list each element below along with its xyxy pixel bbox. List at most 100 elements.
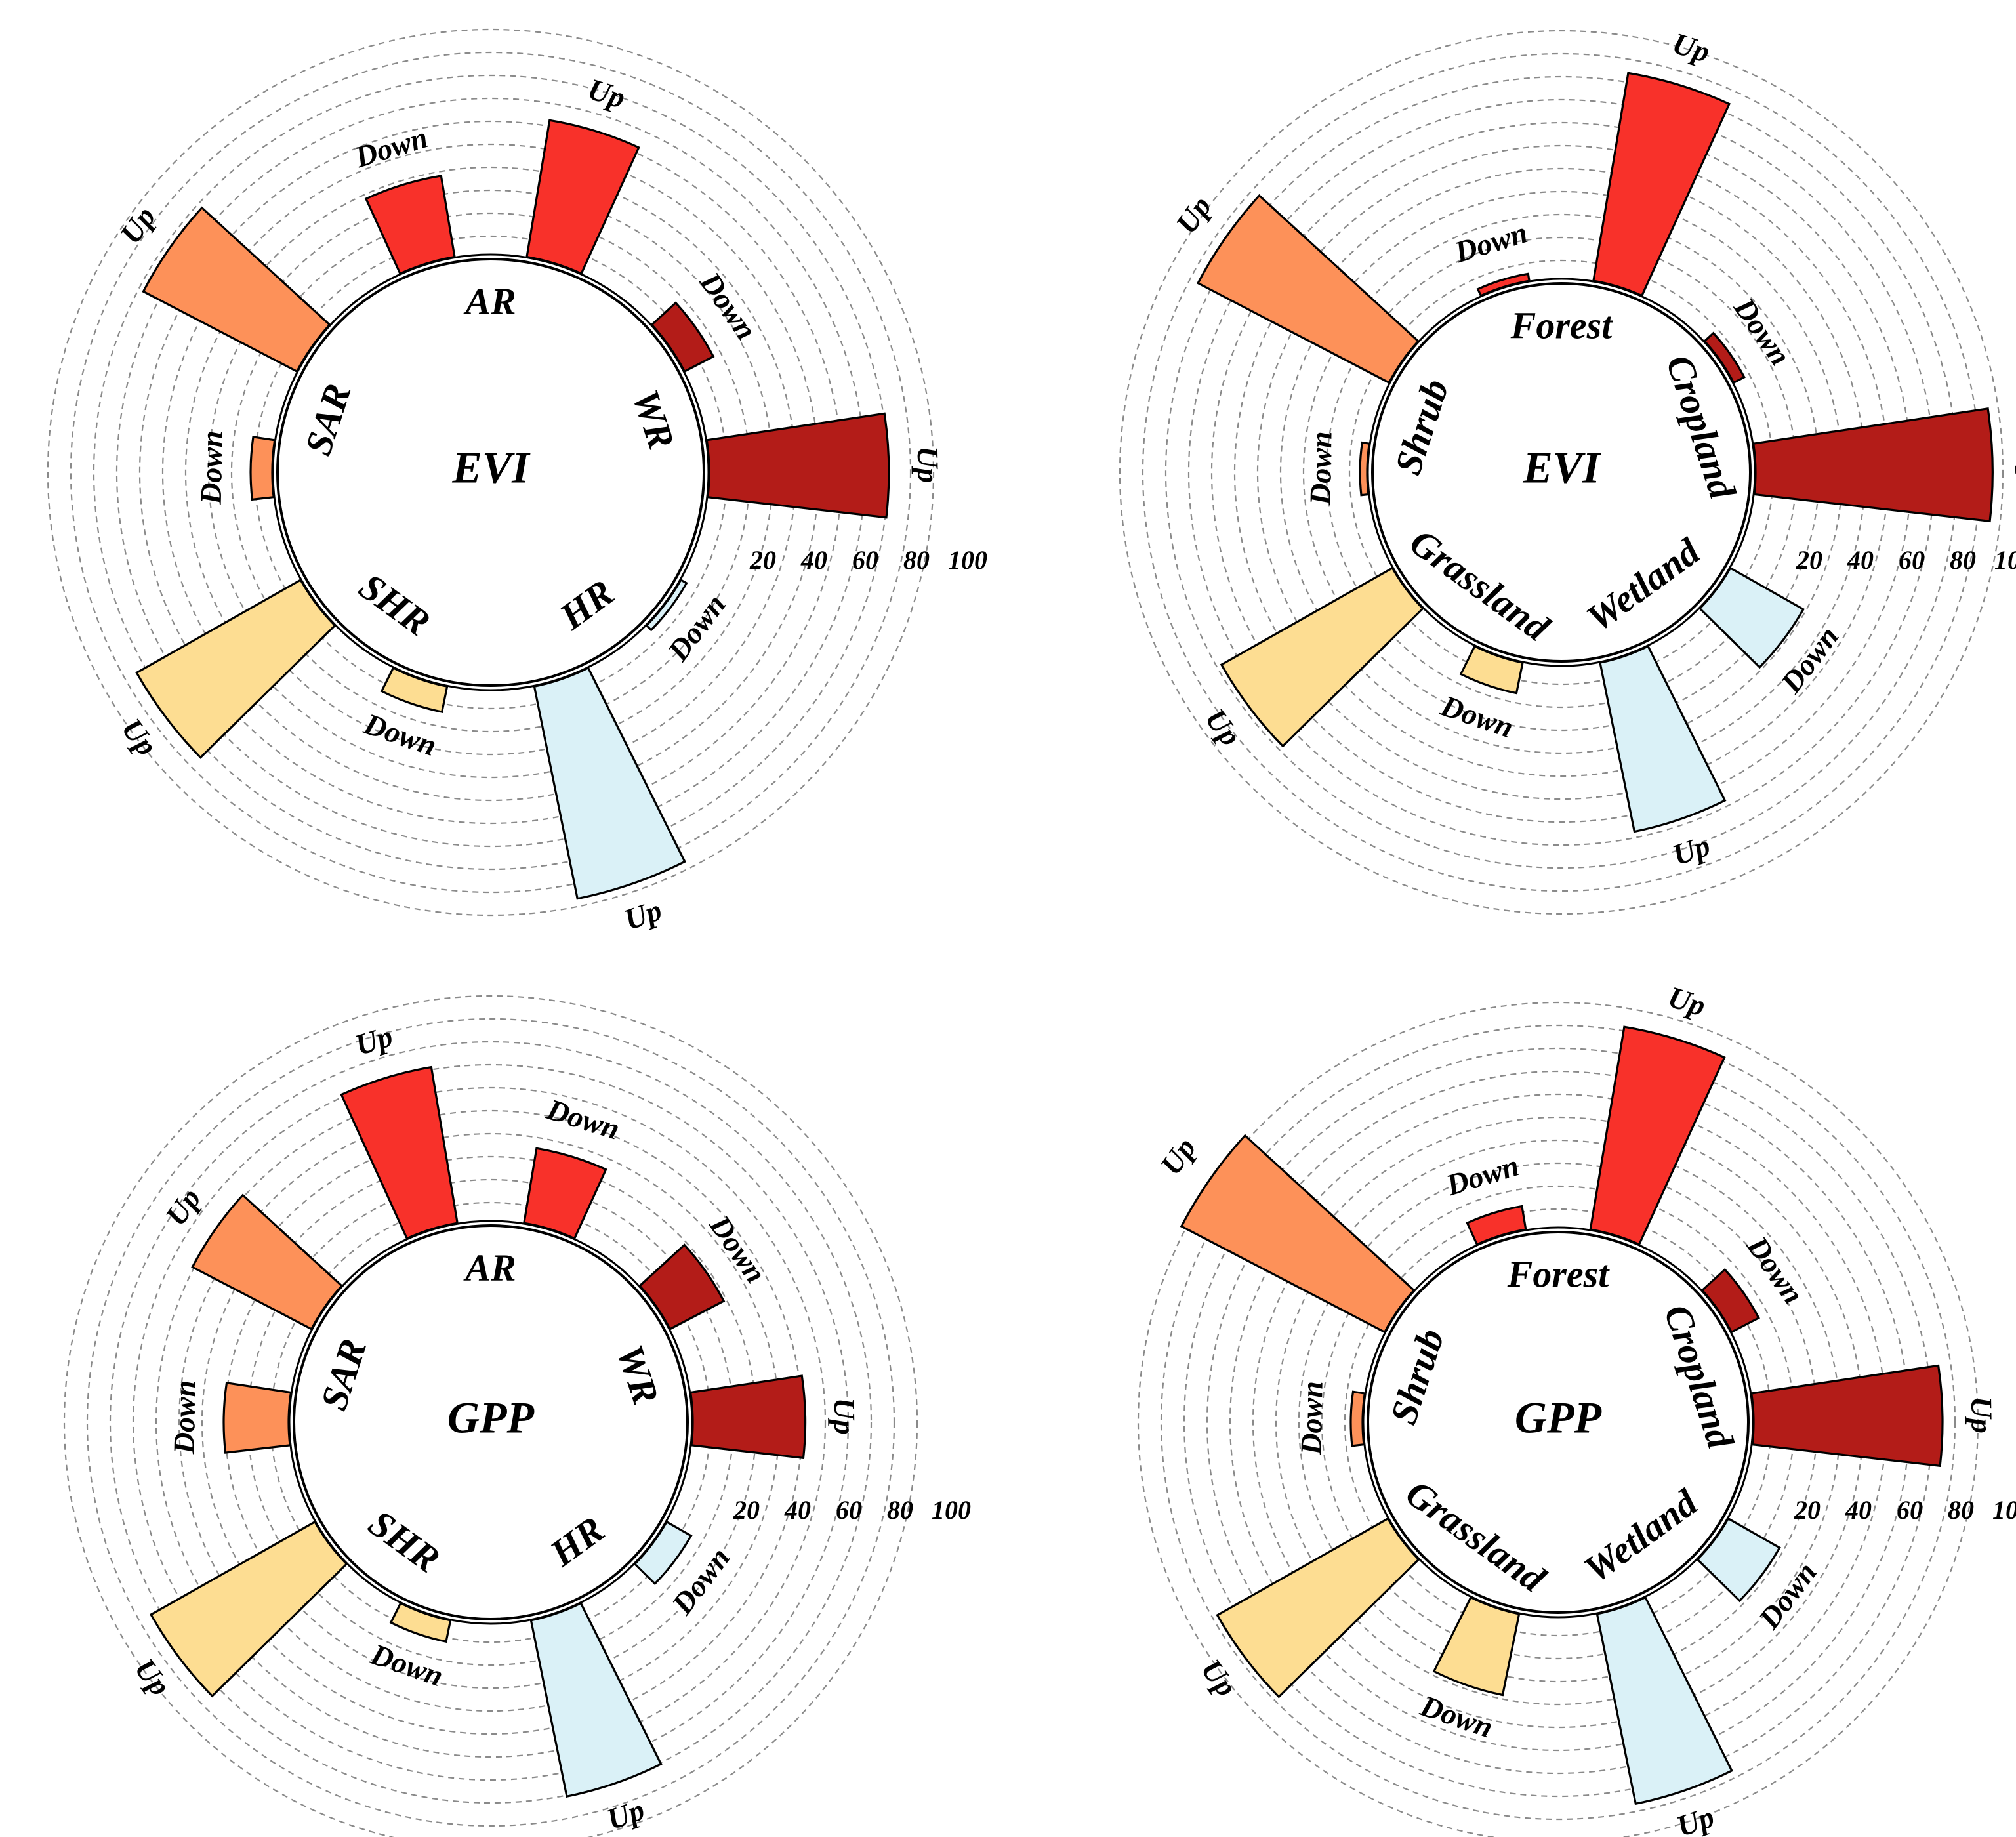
chart-title: EVI — [451, 443, 531, 493]
inner-ring — [288, 1220, 693, 1625]
bar-direction-label: Down — [1727, 291, 1798, 371]
bar-ar-up — [340, 1065, 459, 1240]
inner-ring — [1367, 278, 1756, 667]
inner-disc — [293, 1224, 689, 1620]
inner-ring — [1362, 1226, 1754, 1619]
bar-ar-down — [522, 1147, 607, 1240]
tick-label: 60 — [1897, 1495, 1923, 1525]
grid-ring — [1160, 1024, 1956, 1821]
bar-direction-label: Up — [1669, 26, 1714, 69]
group-label-ar: AR — [463, 279, 516, 322]
grid-ring — [1119, 30, 2004, 915]
bar-ar-down — [364, 175, 456, 276]
tick-label: 20 — [749, 545, 776, 575]
bar-direction-label: Down — [1304, 431, 1338, 506]
group-label-forest: Forest — [1510, 304, 1614, 346]
bar-shrub-up — [1180, 1134, 1416, 1334]
inner-disc — [1367, 1231, 1750, 1614]
chart-title: EVI — [1522, 443, 1601, 493]
tick-label: 40 — [1847, 545, 1874, 575]
bar-forest-up — [1589, 1025, 1726, 1246]
tick-label: 100 — [932, 1495, 971, 1525]
tick-label: 80 — [1948, 1495, 1974, 1525]
bar-direction-label: Down — [350, 120, 431, 174]
bar-direction-label: Down — [1740, 1229, 1811, 1310]
grid-ring — [1138, 1002, 1979, 1837]
inner-disc — [1371, 282, 1752, 663]
tick-label: 100 — [1992, 1495, 2016, 1525]
chart-title: GPP — [1515, 1393, 1602, 1443]
bar-direction-label: Down — [366, 1637, 447, 1693]
radial-ticks: 20 40 60 80 100 — [1796, 545, 2016, 575]
bar-wr-up — [705, 412, 890, 519]
bar-direction-label: Down — [1294, 1381, 1329, 1456]
bar-direction-label: Down — [1416, 1688, 1497, 1744]
tick-label: 20 — [1796, 545, 1822, 575]
bar-direction-label: Down — [194, 430, 229, 505]
bar-grassland-down — [1432, 1596, 1521, 1697]
bar-shrub-up — [1196, 194, 1420, 384]
radial-ticks: 20 40 60 80 100 — [749, 545, 987, 575]
radial-ticks: 20 40 60 80 100 — [733, 1495, 971, 1525]
bar-direction-label: Up — [159, 1182, 207, 1231]
tick-label: 40 — [1845, 1495, 1872, 1525]
bar-direction-label: Up — [827, 1397, 861, 1435]
bar-sar-down — [249, 436, 276, 501]
bar-direction-label: Up — [1965, 1396, 1999, 1434]
tick-label: 20 — [733, 1495, 760, 1525]
grid-ring — [64, 995, 918, 1837]
bar-cropland-up — [1752, 407, 1994, 523]
tick-label: 60 — [836, 1495, 862, 1525]
bar-direction-label: Up — [113, 201, 162, 250]
tick-label: 100 — [1994, 545, 2016, 575]
tick-label: 80 — [1950, 545, 1976, 575]
bar-direction-label: Up — [620, 893, 666, 937]
bar-shr-up — [149, 1520, 348, 1698]
grid-ring — [132, 1063, 850, 1781]
tick-label: 60 — [1899, 545, 1925, 575]
bar-shr-up — [135, 578, 337, 759]
tick-label: 40 — [800, 545, 827, 575]
grid-ring — [86, 1018, 895, 1827]
inner-disc — [276, 258, 705, 687]
bar-direction-label: Up — [911, 446, 945, 484]
grid-ring — [47, 28, 935, 917]
group-label-ar: AR — [463, 1246, 516, 1289]
bar-direction-label: Up — [1199, 703, 1248, 753]
grid-ring — [70, 51, 912, 894]
bar-direction-label: Down — [167, 1380, 202, 1455]
tick-label: 80 — [903, 545, 930, 575]
bar-direction-label: Up — [1673, 1800, 1719, 1837]
tick-label: 60 — [852, 545, 878, 575]
bar-hr-up — [529, 1601, 663, 1798]
bar-ar-up — [525, 119, 640, 276]
tick-label: 40 — [784, 1495, 811, 1525]
grid-ring — [155, 1086, 827, 1758]
tick-label: 80 — [887, 1495, 913, 1525]
grid-ring — [109, 1041, 873, 1804]
chart-title: GPP — [447, 1393, 535, 1443]
bar-direction-label: Down — [693, 266, 764, 346]
chart-panel-4: UpDownUpDownUpDownUpDownUpDownForestCrop… — [1138, 980, 2016, 1837]
bar-direction-label: Up — [115, 712, 164, 762]
bar-direction-label: Up — [1664, 980, 1710, 1023]
tick-label: 20 — [1794, 1495, 1821, 1525]
bar-direction-label: Down — [1442, 1148, 1523, 1202]
bar-forest-up — [1592, 72, 1731, 297]
bar-direction-label: Down — [1436, 688, 1517, 744]
bar-direction-label: Up — [1169, 190, 1218, 239]
bar-direction-label: Up — [1195, 1653, 1244, 1703]
bar-direction-label: Up — [603, 1792, 649, 1836]
inner-ring — [272, 253, 710, 691]
bar-sar-up — [191, 1193, 344, 1331]
bar-direction-label: Up — [2015, 445, 2016, 483]
bar-sar-down — [222, 1381, 293, 1454]
bar-direction-label: Up — [128, 1652, 177, 1702]
bar-direction-label: Up — [584, 72, 629, 115]
bar-direction-label: Down — [1450, 215, 1531, 269]
chart-panel-2: UpDownUpDownUpDownUpDownUpDownForestCrop… — [1119, 26, 2016, 915]
tick-label: 100 — [948, 545, 987, 575]
